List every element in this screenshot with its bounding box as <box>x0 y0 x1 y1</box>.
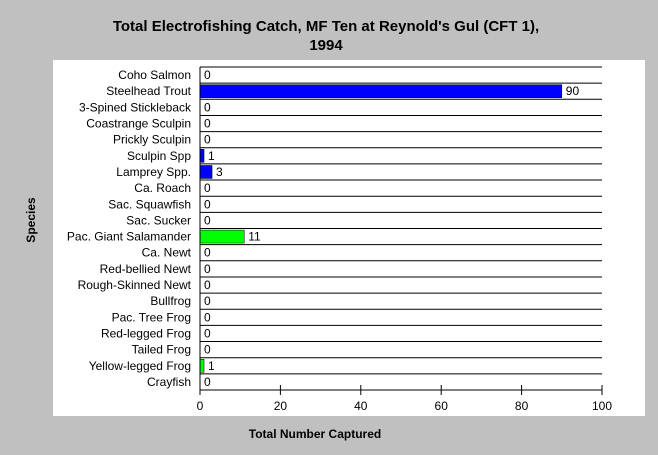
data-label: 0 <box>204 181 211 195</box>
x-tick-label: 0 <box>197 399 204 413</box>
bar <box>199 359 205 373</box>
data-label: 1 <box>208 359 215 373</box>
chart-title-line-2: 1994 <box>309 37 343 54</box>
category-label: Pac. Tree Frog <box>112 310 191 324</box>
data-label: 1 <box>208 149 215 163</box>
data-label: 0 <box>204 246 211 260</box>
data-label: 0 <box>204 197 211 211</box>
category-label: Crayfish <box>147 375 191 389</box>
data-label: 0 <box>204 278 211 292</box>
data-label: 90 <box>566 84 580 98</box>
category-label: Bullfrog <box>150 294 191 308</box>
category-label: Coastrange Sculpin <box>86 117 191 131</box>
data-label: 0 <box>204 326 211 340</box>
data-label: 0 <box>204 310 211 324</box>
x-axis-label: Total Number Captured <box>249 427 381 441</box>
bar <box>199 165 213 179</box>
category-label: Red-bellied Newt <box>100 262 192 276</box>
x-tick-label: 40 <box>354 399 368 413</box>
data-label: 0 <box>204 343 211 357</box>
category-label: Prickly Sculpin <box>113 133 191 147</box>
x-tick-label: 80 <box>515 399 529 413</box>
category-label: Sac. Squawfish <box>108 197 191 211</box>
data-label: 3 <box>216 165 223 179</box>
x-tick-label: 60 <box>435 399 449 413</box>
data-label: 0 <box>204 100 211 114</box>
bar <box>199 229 245 244</box>
bar <box>199 84 563 98</box>
x-tick-label: 100 <box>592 399 612 413</box>
data-label: 0 <box>204 213 211 227</box>
bar <box>199 149 205 163</box>
category-label: Tailed Frog <box>132 343 191 357</box>
data-label: 0 <box>204 117 211 131</box>
category-label: Coho Salmon <box>118 68 191 82</box>
category-label: Lamprey Spp. <box>116 165 191 179</box>
category-label: Ca. Newt <box>142 246 192 260</box>
chart-title-line-1: Total Electrofishing Catch, MF Ten at Re… <box>113 18 539 35</box>
data-label: 0 <box>204 262 211 276</box>
category-label: Yellow-legged Frog <box>89 359 191 373</box>
category-label: Rough-Skinned Newt <box>78 278 192 292</box>
data-label: 0 <box>204 294 211 308</box>
data-label: 0 <box>204 375 211 389</box>
y-axis-label: Species <box>24 197 38 243</box>
category-label: 3-Spined Stickleback <box>79 100 192 114</box>
x-tick-label: 20 <box>274 399 288 413</box>
category-label: Red-legged Frog <box>101 326 191 340</box>
data-label: 0 <box>204 133 211 147</box>
data-label: 0 <box>204 68 211 82</box>
category-label: Sculpin Spp <box>127 149 191 163</box>
category-label: Ca. Roach <box>134 181 191 195</box>
category-label: Sac. Sucker <box>126 213 191 227</box>
data-label: 11 <box>248 230 261 244</box>
plot-area <box>53 60 645 416</box>
category-label: Steelhead Trout <box>106 84 191 98</box>
category-label: Pac. Giant Salamander <box>67 230 191 244</box>
